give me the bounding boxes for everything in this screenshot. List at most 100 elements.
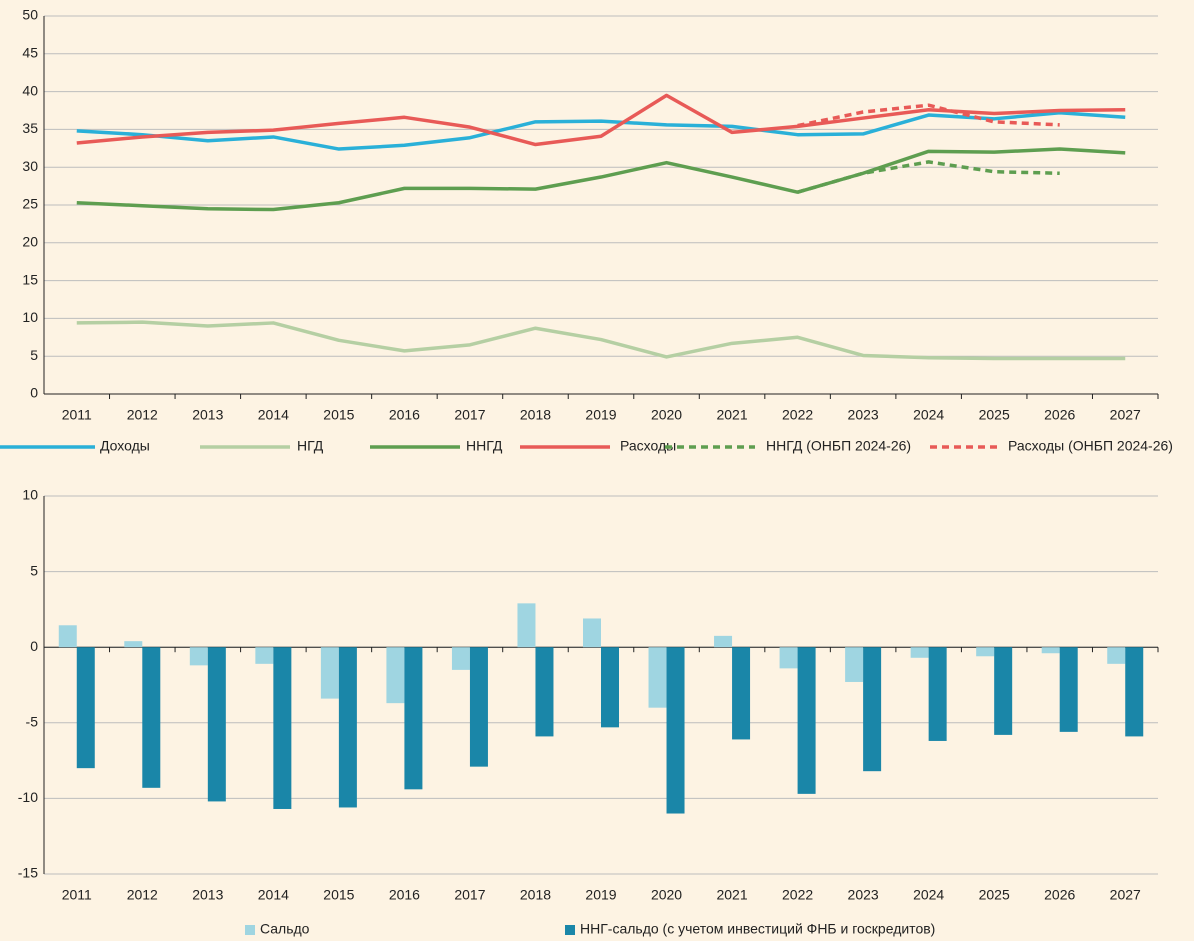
x-tick-label: 2014 (258, 407, 289, 423)
bar (404, 647, 423, 790)
bar (386, 647, 405, 704)
y-tick-label: -5 (26, 714, 39, 730)
bar (863, 647, 882, 772)
x-tick-label: 2011 (62, 887, 92, 903)
y-tick-label: -15 (18, 865, 38, 881)
y-tick-label: 50 (22, 7, 38, 23)
x-tick-label: 2021 (716, 407, 747, 423)
y-tick-label: 35 (22, 120, 38, 136)
y-tick-label: 30 (22, 158, 38, 174)
bar (76, 647, 95, 769)
series-line (76, 93, 1126, 147)
legend-label: Расходы (620, 438, 676, 454)
bar (732, 647, 751, 740)
x-tick-label: 2023 (848, 887, 879, 903)
y-tick-label: -10 (18, 789, 38, 805)
x-tick-label: 2012 (127, 407, 158, 423)
y-tick-label: 15 (22, 271, 38, 287)
bar (797, 647, 816, 794)
x-tick-label: 2019 (585, 887, 616, 903)
y-tick-label: 25 (22, 196, 38, 212)
x-tick-label: 2014 (258, 887, 289, 903)
x-tick-label: 2016 (389, 407, 420, 423)
bar (535, 647, 554, 737)
bar (648, 647, 667, 708)
x-tick-label: 2022 (782, 887, 813, 903)
bar (338, 647, 357, 808)
bar (845, 647, 864, 682)
bar (583, 618, 601, 648)
x-tick-label: 2026 (1044, 887, 1075, 903)
bar (124, 641, 143, 648)
bar (928, 647, 947, 741)
bar (1107, 647, 1126, 664)
legend-label: ННГ-сальдо (с учетом инвестиций ФНБ и го… (580, 921, 935, 937)
x-tick-label: 2026 (1044, 407, 1075, 423)
bar (1059, 647, 1078, 732)
bar (994, 647, 1013, 735)
x-tick-label: 2027 (1110, 887, 1141, 903)
bar (142, 647, 161, 788)
bar (601, 647, 619, 728)
y-tick-label: 0 (30, 638, 38, 654)
legend-label: Расходы (ОНБП 2024-26) (1008, 438, 1173, 454)
series-line (797, 160, 1060, 194)
bar (255, 647, 274, 664)
x-tick-label: 2019 (585, 407, 616, 423)
bar (1041, 647, 1060, 654)
x-tick-label: 2013 (192, 407, 223, 423)
y-tick-label: 20 (22, 234, 38, 250)
x-tick-label: 2021 (716, 887, 747, 903)
x-tick-label: 2024 (913, 407, 944, 423)
x-tick-label: 2024 (913, 887, 944, 903)
bar (207, 647, 226, 802)
bar (779, 647, 798, 669)
bar (58, 625, 77, 648)
x-tick-label: 2025 (979, 407, 1010, 423)
legend-swatch (565, 925, 575, 935)
x-tick-label: 2025 (979, 887, 1010, 903)
x-tick-label: 2016 (389, 887, 420, 903)
x-tick-label: 2018 (520, 407, 551, 423)
bar (469, 647, 488, 767)
bar (189, 647, 208, 666)
bar (1125, 647, 1144, 737)
legend-label: НГД (297, 438, 324, 454)
bar (451, 647, 470, 670)
bar (517, 603, 536, 648)
x-tick-label: 2017 (454, 887, 485, 903)
legend-label: Сальдо (260, 921, 310, 937)
bar (273, 647, 292, 809)
x-tick-label: 2017 (454, 407, 485, 423)
bar (666, 647, 685, 814)
legend-label: Доходы (100, 438, 150, 454)
y-tick-label: 10 (22, 309, 38, 325)
x-tick-label: 2022 (782, 407, 813, 423)
series-line (797, 103, 1060, 128)
bar (910, 647, 929, 658)
bar (320, 647, 339, 699)
x-tick-label: 2012 (127, 887, 158, 903)
y-tick-label: 45 (22, 45, 38, 61)
x-tick-label: 2020 (651, 407, 682, 423)
x-tick-label: 2020 (651, 887, 682, 903)
legend-label: ННГД (466, 438, 503, 454)
y-tick-label: 5 (30, 562, 38, 578)
x-tick-label: 2023 (848, 407, 879, 423)
y-tick-label: 40 (22, 82, 38, 98)
legend-swatch (245, 925, 255, 935)
y-tick-label: 5 (30, 347, 38, 363)
x-tick-label: 2013 (192, 887, 223, 903)
bar (976, 647, 995, 657)
series-line (76, 147, 1126, 212)
x-tick-label: 2015 (323, 407, 354, 423)
bar (714, 635, 733, 648)
x-tick-label: 2015 (323, 887, 354, 903)
series-line (76, 320, 1126, 361)
y-tick-label: 10 (22, 487, 38, 503)
series-line (76, 111, 1126, 151)
legend-label: ННГД (ОНБП 2024-26) (766, 438, 911, 454)
y-tick-label: 0 (30, 385, 38, 401)
x-tick-label: 2027 (1110, 407, 1141, 423)
